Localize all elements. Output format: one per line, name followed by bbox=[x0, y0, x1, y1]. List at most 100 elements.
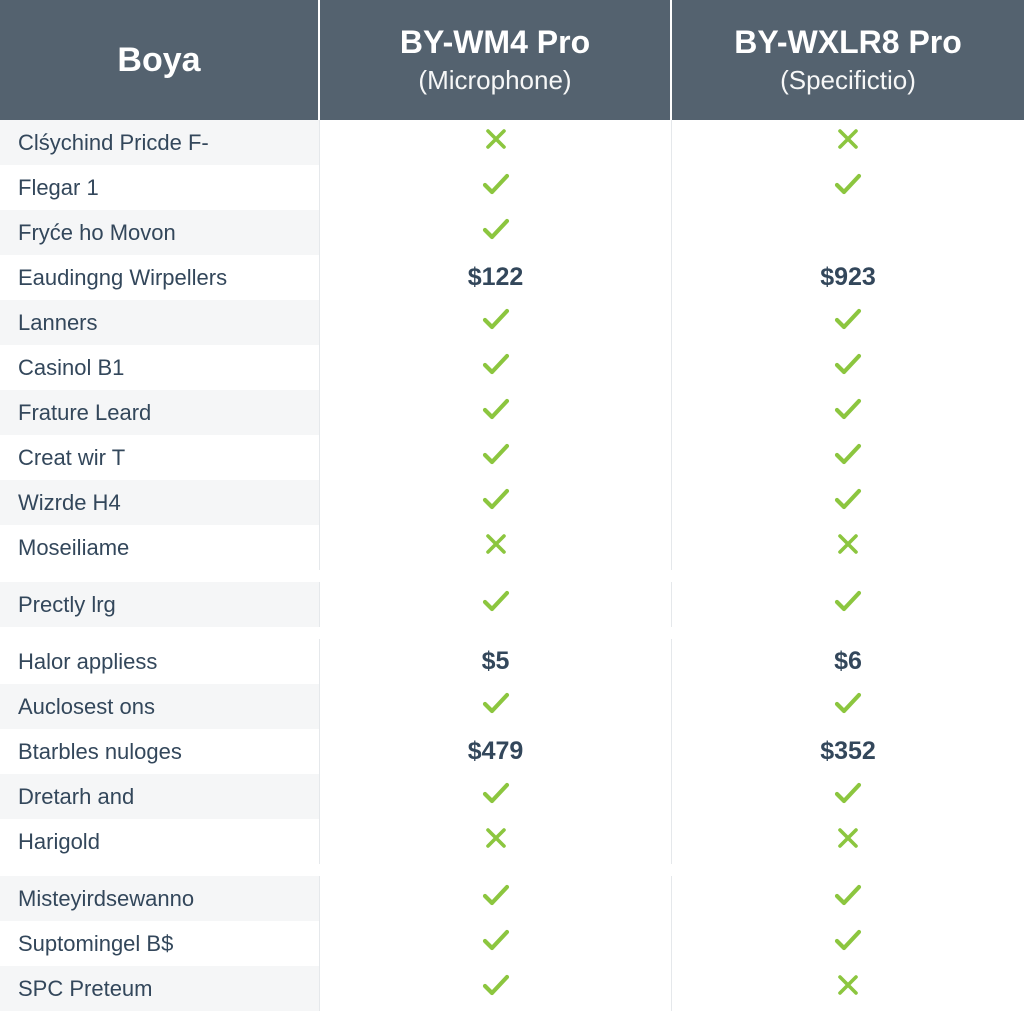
value-cell bbox=[672, 819, 1024, 864]
value-cell bbox=[672, 774, 1024, 819]
value-cell bbox=[320, 210, 672, 255]
check-icon bbox=[481, 972, 511, 1005]
feature-label: Fryće ho Movon bbox=[0, 210, 320, 255]
product-header-2: BY-WXLR8 Pro (Specifictio) bbox=[672, 0, 1024, 120]
value-cell: $5 bbox=[320, 639, 672, 684]
feature-label: Auclosest ons bbox=[0, 684, 320, 729]
check-icon bbox=[833, 588, 863, 621]
feature-label: Casinol B1 bbox=[0, 345, 320, 390]
value-cell bbox=[320, 435, 672, 480]
feature-label: Wizrde H4 bbox=[0, 480, 320, 525]
check-icon bbox=[481, 690, 511, 723]
value-cell bbox=[672, 300, 1024, 345]
check-icon bbox=[481, 882, 511, 915]
table-header-row: Boya BY-WM4 Pro (Microphone) BY-WXLR8 Pr… bbox=[0, 0, 1024, 120]
check-icon bbox=[833, 171, 863, 204]
check-icon bbox=[833, 486, 863, 519]
value-cell bbox=[672, 210, 1024, 255]
check-icon bbox=[833, 351, 863, 384]
feature-label: SPC Preteum bbox=[0, 966, 320, 1011]
cross-icon bbox=[836, 973, 860, 1004]
feature-label: Suptomingel B$ bbox=[0, 921, 320, 966]
table-row: Casinol B1 bbox=[0, 345, 1024, 390]
value-cell bbox=[320, 921, 672, 966]
product-header-1: BY-WM4 Pro (Microphone) bbox=[320, 0, 672, 120]
feature-label: Prectly lrg bbox=[0, 582, 320, 627]
value-cell bbox=[320, 819, 672, 864]
value-cell bbox=[672, 165, 1024, 210]
feature-label: Eaudingng Wirpellers bbox=[0, 255, 320, 300]
table-row: Suptomingel B$ bbox=[0, 921, 1024, 966]
value-cell bbox=[320, 165, 672, 210]
check-icon bbox=[481, 351, 511, 384]
check-icon bbox=[481, 216, 511, 249]
value-cell bbox=[320, 300, 672, 345]
value-cell bbox=[672, 345, 1024, 390]
value-cell bbox=[672, 390, 1024, 435]
check-icon bbox=[833, 690, 863, 723]
spacer-row bbox=[0, 570, 1024, 582]
value-cell bbox=[672, 876, 1024, 921]
value-cell bbox=[320, 120, 672, 165]
check-icon bbox=[481, 306, 511, 339]
cross-icon bbox=[836, 532, 860, 563]
table-body: Clśychind Pricde F-Flegar 1Fryće ho Movo… bbox=[0, 120, 1024, 1011]
table-row: Moseiliame bbox=[0, 525, 1024, 570]
value-cell bbox=[672, 684, 1024, 729]
brand-label: Boya bbox=[24, 41, 294, 80]
feature-label: Harigold bbox=[0, 819, 320, 864]
check-icon bbox=[833, 780, 863, 813]
value-cell bbox=[672, 921, 1024, 966]
value-cell bbox=[672, 120, 1024, 165]
spacer-row bbox=[0, 864, 1024, 876]
table-row: Fryće ho Movon bbox=[0, 210, 1024, 255]
value-cell bbox=[320, 390, 672, 435]
value-cell bbox=[320, 480, 672, 525]
table-row: Lanners bbox=[0, 300, 1024, 345]
feature-label: Lanners bbox=[0, 300, 320, 345]
table-row: Btarbles nuloges$479$352 bbox=[0, 729, 1024, 774]
feature-label: Flegar 1 bbox=[0, 165, 320, 210]
cross-icon bbox=[836, 127, 860, 158]
table-row: Misteyirdsewanno bbox=[0, 876, 1024, 921]
cross-icon bbox=[836, 826, 860, 857]
feature-label: Creat wir T bbox=[0, 435, 320, 480]
table-row: Flegar 1 bbox=[0, 165, 1024, 210]
table-row: Harigold bbox=[0, 819, 1024, 864]
feature-label: Misteyirdsewanno bbox=[0, 876, 320, 921]
product-2-subtitle: (Specifictio) bbox=[696, 65, 1000, 96]
value-cell bbox=[672, 480, 1024, 525]
feature-label: Dretarh and bbox=[0, 774, 320, 819]
value-cell bbox=[320, 582, 672, 627]
check-icon bbox=[481, 780, 511, 813]
value-cell bbox=[672, 582, 1024, 627]
value-cell bbox=[672, 435, 1024, 480]
product-2-title: BY-WXLR8 Pro bbox=[696, 24, 1000, 61]
table-row: Dretarh and bbox=[0, 774, 1024, 819]
value-cell bbox=[320, 525, 672, 570]
value-cell: $6 bbox=[672, 639, 1024, 684]
check-icon bbox=[833, 927, 863, 960]
value-cell bbox=[320, 345, 672, 390]
table-row: Clśychind Pricde F- bbox=[0, 120, 1024, 165]
feature-label: Clśychind Pricde F- bbox=[0, 120, 320, 165]
table-row: Prectly lrg bbox=[0, 582, 1024, 627]
table-row: SPC Preteum bbox=[0, 966, 1024, 1011]
table-row: Frature Leard bbox=[0, 390, 1024, 435]
check-icon bbox=[833, 396, 863, 429]
cross-icon bbox=[484, 127, 508, 158]
value-cell bbox=[672, 966, 1024, 1011]
value-cell: $923 bbox=[672, 255, 1024, 300]
value-cell bbox=[320, 774, 672, 819]
check-icon bbox=[481, 441, 511, 474]
value-cell bbox=[320, 876, 672, 921]
check-icon bbox=[481, 486, 511, 519]
value-cell: $122 bbox=[320, 255, 672, 300]
check-icon bbox=[481, 588, 511, 621]
value-cell: $479 bbox=[320, 729, 672, 774]
feature-label: Btarbles nuloges bbox=[0, 729, 320, 774]
cross-icon bbox=[484, 826, 508, 857]
check-icon bbox=[833, 306, 863, 339]
check-icon bbox=[481, 927, 511, 960]
check-icon bbox=[833, 882, 863, 915]
